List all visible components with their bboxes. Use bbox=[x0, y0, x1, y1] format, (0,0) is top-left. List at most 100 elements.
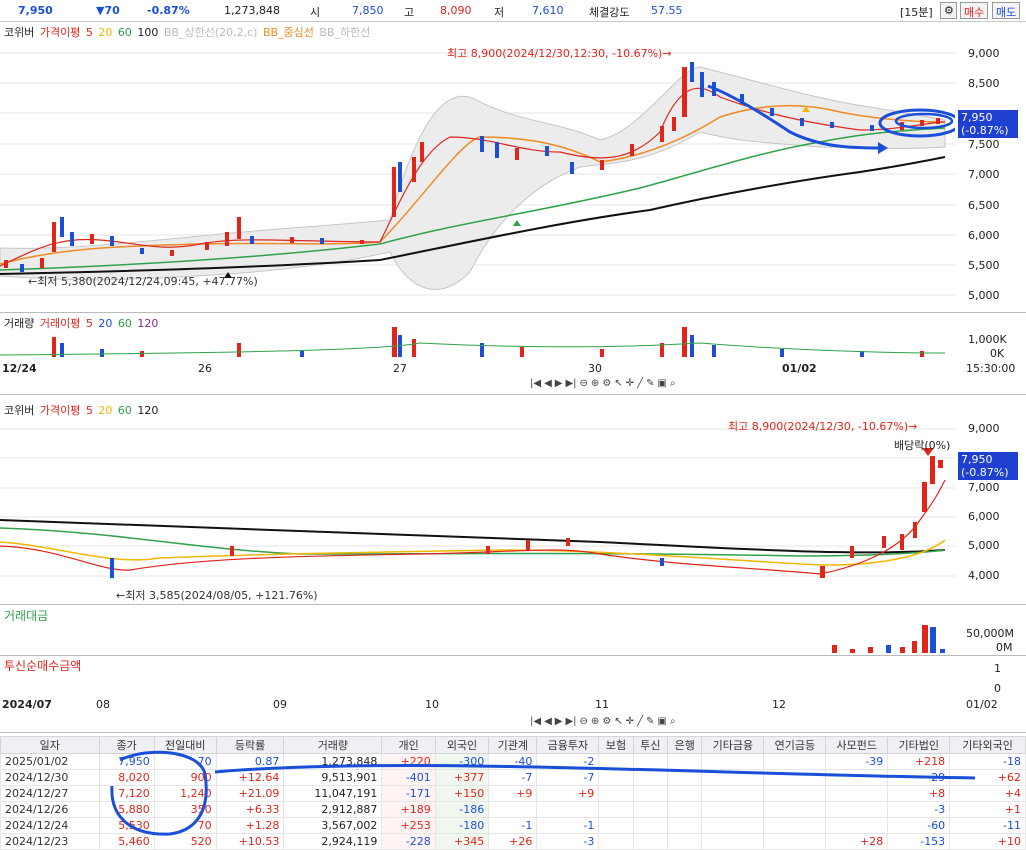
volume-ma20: 20 bbox=[98, 317, 113, 330]
price-tag-value: 7,950 bbox=[961, 111, 993, 124]
volume-ma120: 120 bbox=[137, 317, 159, 330]
next-icon[interactable]: ▶ bbox=[554, 378, 563, 389]
save-icon[interactable]: ▣ bbox=[657, 378, 667, 389]
legend-bb-mid: BB_중심선 bbox=[262, 26, 314, 39]
zoom-out-icon[interactable]: ⊖ bbox=[579, 716, 588, 727]
draw-icon[interactable]: ✎ bbox=[646, 378, 655, 389]
table-row[interactable]: 2024/12/26 5,880 350 +6.33 2,912,887 +189 -186… bbox=[0, 801, 1026, 818]
y-tick: 9,000 bbox=[968, 422, 1000, 435]
date-tick: 26 bbox=[198, 362, 212, 375]
line-icon[interactable]: ╱ bbox=[637, 378, 644, 389]
table-cell: 70 bbox=[153, 817, 217, 834]
search-icon[interactable]: ⌕ bbox=[669, 716, 676, 727]
date-tick: 09 bbox=[273, 698, 287, 711]
prev-icon[interactable]: ◀ bbox=[544, 378, 552, 389]
settings-icon[interactable]: ⚙ bbox=[602, 378, 612, 389]
price-change: ▼70 bbox=[96, 4, 120, 17]
net-tick: 1 bbox=[994, 662, 1001, 675]
table-cell: 1,273,848 bbox=[283, 753, 383, 770]
legend-ma-label: 가격이평 bbox=[39, 404, 81, 417]
table-cell: -7 bbox=[488, 769, 538, 786]
table-cell: +8 bbox=[887, 785, 951, 802]
period-selector[interactable]: [15분] bbox=[900, 6, 933, 19]
prev-icon[interactable]: ◀ bbox=[544, 716, 552, 727]
crosshair-icon[interactable]: ✛ bbox=[625, 716, 635, 727]
col-header[interactable]: 개인 bbox=[381, 736, 436, 754]
col-header[interactable]: 외국인 bbox=[434, 736, 490, 754]
table-cell: -7 bbox=[536, 769, 600, 786]
settings-icon[interactable]: ⚙ bbox=[602, 716, 612, 727]
table-cell: -228 bbox=[381, 833, 436, 850]
table-cell: 7,120 bbox=[98, 785, 155, 802]
col-header[interactable]: 일자 bbox=[0, 736, 100, 754]
volume-value: 1,273,848 bbox=[224, 4, 280, 17]
chart1-toolbar[interactable]: |◀ ◀ ▶ ▶| ⊖ ⊕ ⚙ ↖ ✛ ╱ ✎ ▣ ⌕ bbox=[530, 378, 676, 392]
col-header[interactable]: 연기금등 bbox=[763, 736, 827, 754]
crosshair-icon[interactable]: ✛ bbox=[625, 378, 635, 389]
col-header[interactable]: 기타외국인 bbox=[949, 736, 1026, 754]
intraday-y-axis: 9,000 8,500 7,500 7,000 6,500 6,000 5,50… bbox=[960, 22, 1026, 312]
settings-icon[interactable]: ⚙ bbox=[940, 2, 957, 19]
pointer-icon[interactable]: ↖ bbox=[614, 378, 623, 389]
ma60-line bbox=[0, 127, 946, 271]
daily-price-panel[interactable]: 코위버 가격이평 5 20 60 120 최고 8,900(2024/12/30… bbox=[0, 400, 1026, 603]
first-icon[interactable]: |◀ bbox=[530, 716, 542, 727]
col-header[interactable]: 금융투자 bbox=[536, 736, 600, 754]
col-header[interactable]: 기타금융 bbox=[701, 736, 765, 754]
volume-ma5: 5 bbox=[85, 317, 93, 330]
price-tag-value: 7,950 bbox=[961, 453, 993, 466]
trading-amount-panel[interactable]: 거래대금 50,000M 0M bbox=[0, 605, 1026, 655]
net-buy-panel[interactable]: 투신순매수금액 1 0 bbox=[0, 656, 1026, 698]
save-icon[interactable]: ▣ bbox=[657, 716, 667, 727]
table-cell bbox=[667, 833, 703, 850]
line-icon[interactable]: ╱ bbox=[637, 716, 644, 727]
legend-ma20: 20 bbox=[98, 26, 113, 39]
price-change-pct: -0.87% bbox=[147, 4, 190, 17]
buy-button[interactable]: 매수 bbox=[960, 2, 989, 19]
zoom-in-icon[interactable]: ⊕ bbox=[590, 378, 600, 389]
next-icon[interactable]: ▶ bbox=[554, 716, 563, 727]
col-header[interactable]: 사모펀드 bbox=[825, 736, 889, 754]
table-row[interactable]: 2024/12/24 5,530 70 +1.28 3,567,002 +253 -180-… bbox=[0, 817, 1026, 834]
col-header[interactable]: 투신 bbox=[632, 736, 669, 754]
intraday-price-panel[interactable]: 코위버 가격이평 5 20 60 100 BB_상한선(20,2,c) BB_중… bbox=[0, 22, 1026, 312]
col-header[interactable]: 종가 bbox=[98, 736, 155, 754]
intraday-high-note: 최고 8,900(2024/12/30,12:30, -10.67%)→ bbox=[447, 47, 672, 60]
open-label: 시 bbox=[310, 6, 321, 19]
table-row[interactable]: 2024/12/30 8,020 900 +12.64 9,513,901 -401 +37… bbox=[0, 769, 1026, 786]
zoom-in-icon[interactable]: ⊕ bbox=[590, 716, 600, 727]
date-tick: 11 bbox=[595, 698, 609, 711]
col-header[interactable]: 보험 bbox=[598, 736, 634, 754]
legend-ma20: 20 bbox=[98, 404, 113, 417]
col-header[interactable]: 등락률 bbox=[215, 736, 285, 754]
col-header[interactable]: 전일대비 bbox=[153, 736, 217, 754]
table-cell: 7,950 bbox=[98, 753, 155, 770]
low-value: 7,610 bbox=[532, 4, 564, 17]
table-cell bbox=[536, 801, 600, 818]
table-row[interactable]: 2024/12/23 5,460 520 +10.53 2,924,119 -228 +34… bbox=[0, 833, 1026, 850]
legend-ma100: 100 bbox=[137, 26, 159, 39]
col-header[interactable]: 거래량 bbox=[283, 736, 383, 754]
volume-ma-label: 거래이평 bbox=[39, 317, 81, 330]
table-cell: +26 bbox=[488, 833, 538, 850]
col-header[interactable]: 기타법인 bbox=[887, 736, 951, 754]
table-cell: -1 bbox=[488, 817, 538, 834]
table-cell: +12.64 bbox=[215, 769, 285, 786]
table-row[interactable]: 2024/12/27 7,120 1,240 +21.09 11,047,191 -171… bbox=[0, 785, 1026, 802]
search-icon[interactable]: ⌕ bbox=[669, 378, 676, 389]
intraday-volume-panel[interactable]: 거래량 거래이평 5 20 60 120 1,000K 0K bbox=[0, 313, 1026, 361]
table-header-row: 일자 종가 전일대비 등락률 거래량 개인 외국인 기관계 금융투자 보험 투신… bbox=[0, 736, 1026, 754]
chart2-toolbar[interactable]: |◀ ◀ ▶ ▶| ⊖ ⊕ ⚙ ↖ ✛ ╱ ✎ ▣ ⌕ bbox=[530, 716, 676, 730]
table-cell: 1,240 bbox=[153, 785, 217, 802]
table-cell: 2024/12/27 bbox=[0, 785, 100, 802]
col-header[interactable]: 은행 bbox=[667, 736, 703, 754]
col-header[interactable]: 기관계 bbox=[488, 736, 538, 754]
table-row[interactable]: 2025/01/02 7,950 70 0.87 1,273,848 +220 -300 -4… bbox=[0, 753, 1026, 770]
last-icon[interactable]: ▶| bbox=[565, 378, 577, 389]
pointer-icon[interactable]: ↖ bbox=[614, 716, 623, 727]
draw-icon[interactable]: ✎ bbox=[646, 716, 655, 727]
first-icon[interactable]: |◀ bbox=[530, 378, 542, 389]
last-icon[interactable]: ▶| bbox=[565, 716, 577, 727]
zoom-out-icon[interactable]: ⊖ bbox=[579, 378, 588, 389]
sell-button[interactable]: 매도 bbox=[992, 2, 1021, 19]
